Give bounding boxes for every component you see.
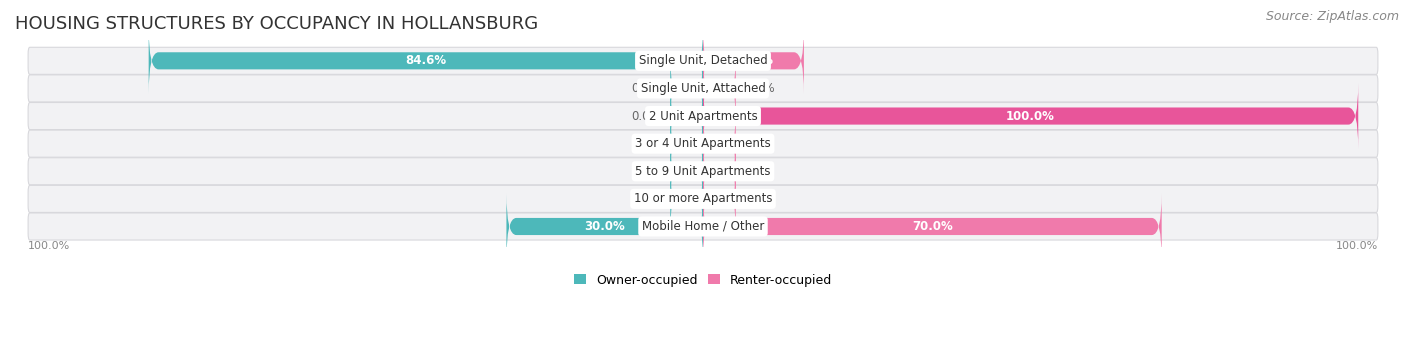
Text: 30.0%: 30.0% [585,220,626,233]
FancyBboxPatch shape [28,130,1378,157]
Text: 15.4%: 15.4% [733,54,773,67]
FancyBboxPatch shape [703,166,735,232]
FancyBboxPatch shape [28,103,1378,130]
Text: 0.0%: 0.0% [631,82,661,95]
FancyBboxPatch shape [671,111,703,177]
Text: 100.0%: 100.0% [1336,241,1378,251]
Text: 10 or more Apartments: 10 or more Apartments [634,192,772,205]
Text: 100.0%: 100.0% [1007,109,1054,122]
FancyBboxPatch shape [703,194,1161,260]
Text: HOUSING STRUCTURES BY OCCUPANCY IN HOLLANSBURG: HOUSING STRUCTURES BY OCCUPANCY IN HOLLA… [15,15,538,33]
FancyBboxPatch shape [28,47,1378,74]
FancyBboxPatch shape [506,194,703,260]
Text: 100.0%: 100.0% [28,241,70,251]
FancyBboxPatch shape [671,83,703,149]
Text: 84.6%: 84.6% [405,54,446,67]
Text: 0.0%: 0.0% [745,165,775,178]
FancyBboxPatch shape [703,83,1358,149]
FancyBboxPatch shape [703,28,804,94]
Text: Source: ZipAtlas.com: Source: ZipAtlas.com [1265,10,1399,23]
Text: 0.0%: 0.0% [745,82,775,95]
Text: Mobile Home / Other: Mobile Home / Other [641,220,765,233]
Text: 3 or 4 Unit Apartments: 3 or 4 Unit Apartments [636,137,770,150]
Text: 0.0%: 0.0% [745,192,775,205]
Text: Single Unit, Attached: Single Unit, Attached [641,82,765,95]
Text: Single Unit, Detached: Single Unit, Detached [638,54,768,67]
Text: 0.0%: 0.0% [745,137,775,150]
FancyBboxPatch shape [703,56,735,121]
Text: 0.0%: 0.0% [631,165,661,178]
FancyBboxPatch shape [28,158,1378,185]
FancyBboxPatch shape [149,28,703,94]
Text: 70.0%: 70.0% [912,220,953,233]
FancyBboxPatch shape [703,138,735,204]
Legend: Owner-occupied, Renter-occupied: Owner-occupied, Renter-occupied [574,273,832,286]
Text: 0.0%: 0.0% [631,192,661,205]
FancyBboxPatch shape [671,166,703,232]
FancyBboxPatch shape [671,56,703,121]
FancyBboxPatch shape [703,111,735,177]
Text: 5 to 9 Unit Apartments: 5 to 9 Unit Apartments [636,165,770,178]
Text: 2 Unit Apartments: 2 Unit Apartments [648,109,758,122]
Text: 0.0%: 0.0% [631,109,661,122]
FancyBboxPatch shape [671,138,703,204]
FancyBboxPatch shape [28,75,1378,102]
FancyBboxPatch shape [28,186,1378,212]
FancyBboxPatch shape [28,213,1378,240]
Text: 0.0%: 0.0% [631,137,661,150]
